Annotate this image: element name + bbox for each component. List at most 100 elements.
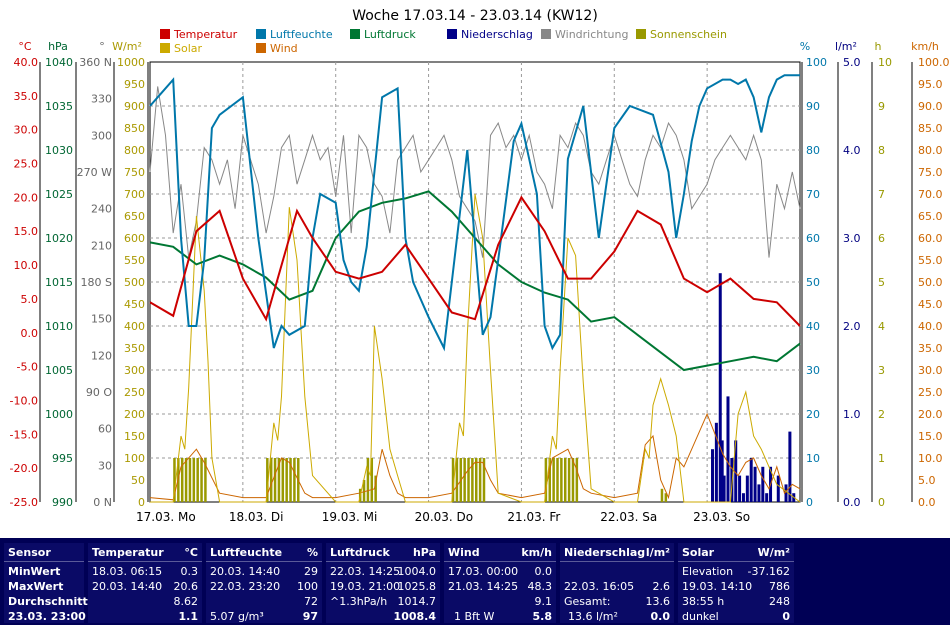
temperature-header: Temperatur	[92, 546, 164, 559]
rain-current: 0.0	[650, 610, 671, 623]
precipitation-bar	[734, 440, 738, 502]
current-time: 23.03. 23:00	[8, 610, 86, 623]
direction-unit-label: °	[99, 40, 105, 53]
solar-sunshine-duration: 38:55 h	[682, 595, 725, 608]
pressure-tick-label: 1015	[45, 276, 73, 289]
humidity-tick-label: 20	[806, 408, 820, 421]
pressure-tick-label: 995	[52, 452, 73, 465]
sunshine-bar	[571, 458, 575, 502]
solar-tick-label: 100	[124, 452, 145, 465]
precipitation-bar	[788, 431, 792, 502]
wind-tick-label: 25.0	[918, 386, 943, 399]
pressure-header: Luftdruck	[330, 546, 390, 559]
sunshine-bar	[370, 458, 374, 502]
solar-unit-label: W/m²	[112, 40, 142, 53]
wind-tick-label: 35.0	[918, 342, 943, 355]
sunshine-bar	[362, 480, 366, 502]
pressure-unit-label: hPa	[48, 40, 68, 53]
precipitation-bar	[738, 475, 742, 502]
wind-unit: km/h	[521, 546, 552, 559]
temperatur-series-line	[149, 195, 801, 327]
sunshine-bar	[273, 458, 277, 502]
wind-tick-label: 20.0	[918, 408, 943, 421]
wind-min-value: 0.0	[534, 565, 553, 578]
sunshine-bar	[467, 458, 470, 502]
direction-tick-label: 180 S	[81, 276, 112, 289]
direction-tick-label: 150	[91, 313, 112, 326]
humidity-tick-label: 30	[806, 364, 820, 377]
wind-tick-label: 55.0	[918, 254, 943, 267]
sunshine-unit-label: h	[875, 40, 882, 53]
sunshine-bar	[552, 458, 555, 502]
legend-swatch	[256, 29, 266, 39]
precipitation-bar	[711, 449, 715, 502]
wind-tick-label: 80.0	[918, 144, 943, 157]
temperature-tick-label: -25.0	[10, 496, 38, 509]
humidity-tick-label: 70	[806, 188, 820, 201]
humidity-current: 97	[302, 610, 318, 623]
wind-current: 5.8	[532, 610, 553, 623]
sunshine-bar	[482, 458, 486, 502]
sunshine-bar	[184, 458, 188, 502]
direction-tick-label: 120	[91, 349, 112, 362]
humidity-tick-label: 10	[806, 452, 820, 465]
legend-swatch	[160, 43, 170, 53]
precipitation-bar	[726, 396, 730, 502]
sunshine-bar	[544, 458, 548, 502]
temperature-tick-label: -15.0	[10, 428, 38, 441]
solar-column: Solar W/m² Elevation -37.162 19.03. 14:1…	[678, 543, 794, 623]
wind-min-time: 17.03. 00:00	[448, 565, 519, 578]
wind-beaufort: 1 Bft W	[454, 610, 495, 623]
pressure-max-time: 19.03. 21:00	[330, 580, 401, 593]
temperature-current: 1.1	[178, 610, 199, 623]
sunshine-bar	[293, 458, 296, 502]
solar-series-line	[150, 193, 801, 503]
solar-tick-label: 200	[124, 408, 145, 421]
sunshine-tick-label: 2	[878, 408, 885, 421]
wind-tick-label: 70.0	[918, 188, 943, 201]
sunshine-bar	[567, 458, 571, 502]
temperature-tick-label: 20.0	[14, 191, 39, 204]
sunshine-tick-label: 8	[878, 144, 885, 157]
solar-header: Solar	[682, 546, 715, 559]
wind-tick-label: 95.0	[918, 78, 943, 91]
sunshine-tick-label: 5	[878, 276, 885, 289]
solar-tick-label: 450	[124, 298, 145, 311]
sunshine-bar	[366, 458, 370, 502]
solar-tick-label: 650	[124, 210, 145, 223]
sunshine-bar	[269, 458, 273, 502]
sunshine-bar	[478, 458, 482, 502]
sunshine-bar	[204, 458, 207, 502]
temperature-column: Temperatur °C 18.03. 06:15 0.3 20.03. 14…	[88, 543, 202, 623]
humidity-tick-label: 90	[806, 100, 820, 113]
wind-tick-label: 0.0	[918, 496, 936, 509]
humidity-unit: %	[306, 546, 318, 559]
humidity-avg: 72	[304, 595, 318, 608]
temperature-avg: 8.62	[173, 595, 199, 608]
solar-tick-label: 0	[138, 496, 145, 509]
x-tick-label: 22.03. Sa	[600, 510, 657, 524]
legend-swatch	[256, 43, 266, 53]
precipitation-bar	[757, 484, 761, 502]
solar-tick-label: 700	[124, 188, 145, 201]
direction-tick-label: 270 W	[77, 166, 112, 179]
rain-max-value: 2.6	[652, 580, 671, 593]
rain-total-value: 13.6	[645, 595, 671, 608]
sunshine-tick-label: 9	[878, 100, 885, 113]
wind-tick-label: 90.0	[918, 100, 943, 113]
solar-tick-label: 800	[124, 144, 145, 157]
wind-unit-label: km/h	[911, 40, 939, 53]
humidity-tick-label: 80	[806, 144, 820, 157]
sunshine-tick-label: 7	[878, 188, 885, 201]
direction-tick-label: 330	[91, 93, 112, 106]
solar-max-value: 786	[769, 580, 790, 593]
wind-max-value: 48.3	[527, 580, 553, 593]
chart-lines	[149, 74, 801, 503]
solar-tick-label: 950	[124, 78, 145, 91]
pressure-unit: hPa	[412, 546, 436, 559]
sunshine-bar	[192, 458, 196, 502]
pressure-column: Luftdruck hPa 22.03. 14:25 1004.0 19.03.…	[326, 543, 440, 623]
temperature-tick-label: 35.0	[14, 90, 39, 103]
solar-tick-label: 250	[124, 386, 145, 399]
wind-series-line	[149, 412, 801, 501]
